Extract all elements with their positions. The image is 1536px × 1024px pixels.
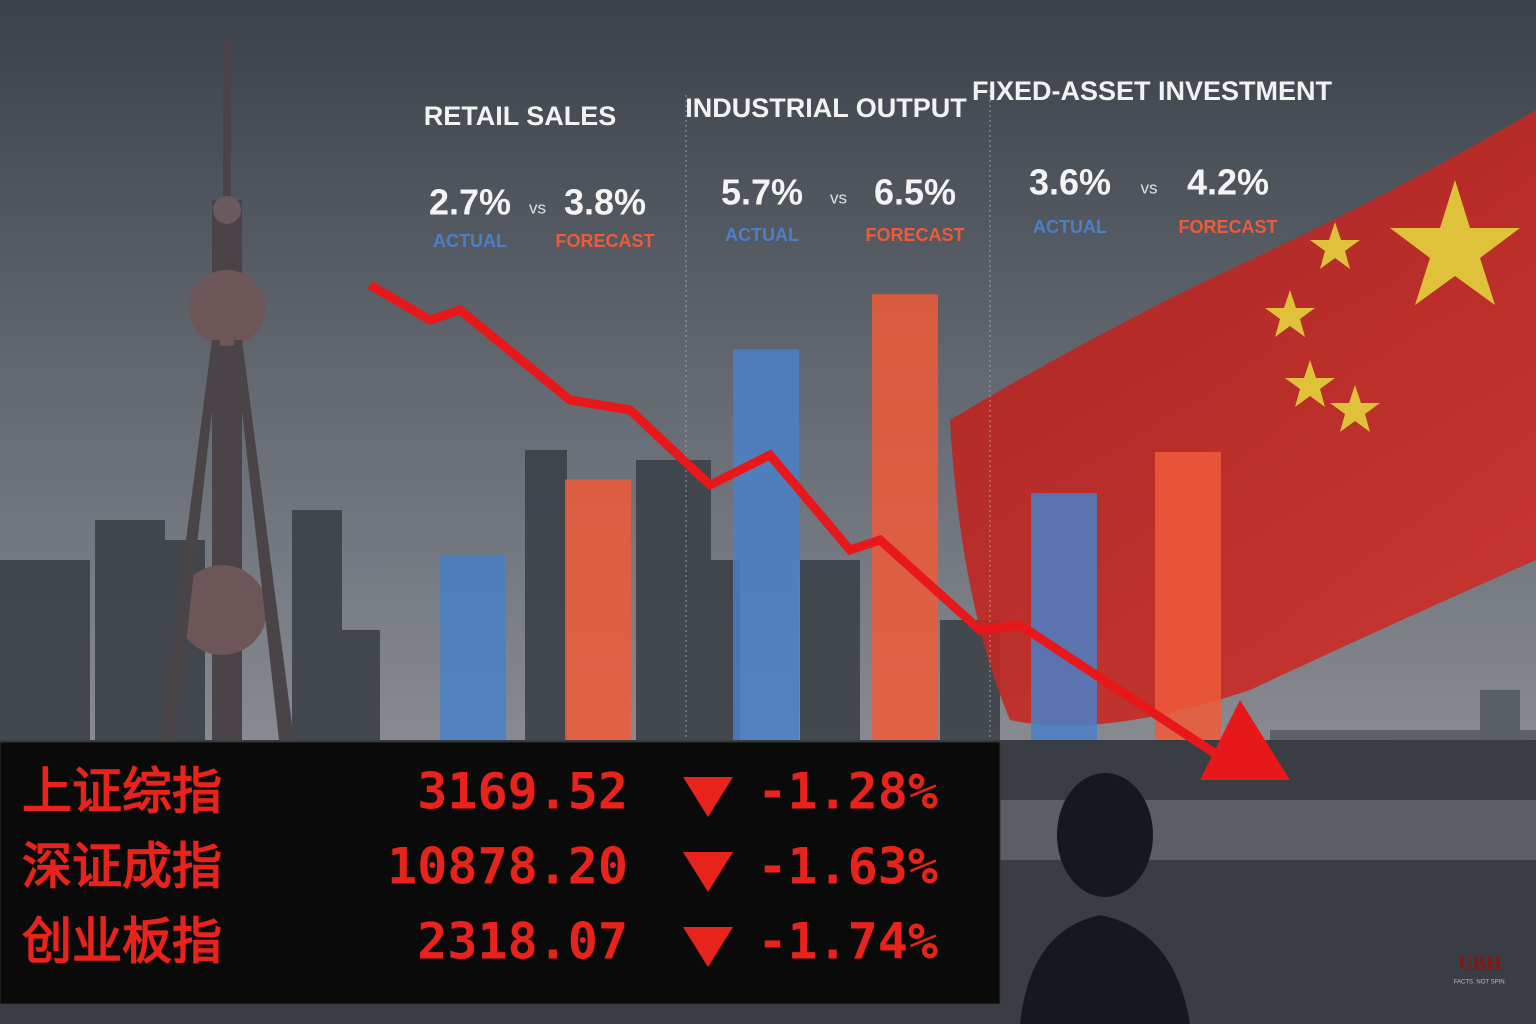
index-value: 10878.20 bbox=[387, 838, 628, 896]
value-label: 5.7% bbox=[721, 172, 803, 213]
down-triangle bbox=[683, 777, 733, 817]
value-label: 6.5% bbox=[874, 172, 956, 213]
index-change: -1.63% bbox=[757, 838, 938, 896]
index-name: 创业板指 bbox=[22, 913, 222, 971]
flag-stars bbox=[1265, 180, 1520, 432]
index-name: 深证成指 bbox=[22, 838, 222, 896]
arrow-head bbox=[1200, 700, 1290, 780]
series-label: ACTUAL bbox=[433, 231, 507, 251]
category-title: FIXED-ASSET INVESTMENT bbox=[972, 76, 1333, 106]
series-label: FORECAST bbox=[1179, 217, 1278, 237]
chart: RETAIL SALES vs 2.7% ACTUAL 3.8% FORECAST INDU… bbox=[424, 76, 1333, 740]
index-change: -1.28% bbox=[757, 763, 938, 821]
vs-label: vs bbox=[1141, 178, 1158, 197]
watermark-tagline: FACTS. NOT SPIN. bbox=[1454, 980, 1507, 986]
person bbox=[1020, 773, 1190, 1024]
index-name: 上证综指 bbox=[22, 763, 222, 821]
ticker-board bbox=[0, 741, 1001, 1005]
vs-label: vs bbox=[529, 198, 546, 217]
series-label: FORECAST bbox=[866, 225, 965, 245]
series-label: ACTUAL bbox=[725, 225, 799, 245]
value-label: 2.7% bbox=[429, 182, 511, 223]
category-title: INDUSTRIAL OUTPUT bbox=[685, 93, 967, 123]
bar bbox=[1155, 452, 1221, 740]
down-triangle bbox=[683, 852, 733, 892]
value-label: 3.8% bbox=[564, 182, 646, 223]
bar bbox=[872, 294, 938, 740]
bar bbox=[1031, 493, 1097, 740]
series-label: ACTUAL bbox=[1033, 217, 1107, 237]
watermark-logo: UBH bbox=[1458, 953, 1502, 975]
vs-label: vs bbox=[830, 188, 847, 207]
bar bbox=[733, 349, 799, 740]
bar bbox=[565, 479, 631, 740]
index-change: -1.74% bbox=[757, 913, 938, 971]
series-label: FORECAST bbox=[556, 231, 655, 251]
down-triangle bbox=[683, 927, 733, 967]
ticker: 上证综指 3169.52 -1.28% 深证成指 10878.20 -1.63% 创业板指 2… bbox=[22, 763, 938, 971]
trend-arrow bbox=[367, 281, 1228, 764]
index-value: 3169.52 bbox=[417, 763, 628, 821]
index-value: 2318.07 bbox=[417, 913, 628, 971]
category-title: RETAIL SALES bbox=[424, 101, 617, 131]
bar bbox=[440, 554, 506, 740]
value-label: 4.2% bbox=[1187, 162, 1269, 203]
value-label: 3.6% bbox=[1029, 162, 1111, 203]
tv-tower bbox=[160, 40, 294, 760]
